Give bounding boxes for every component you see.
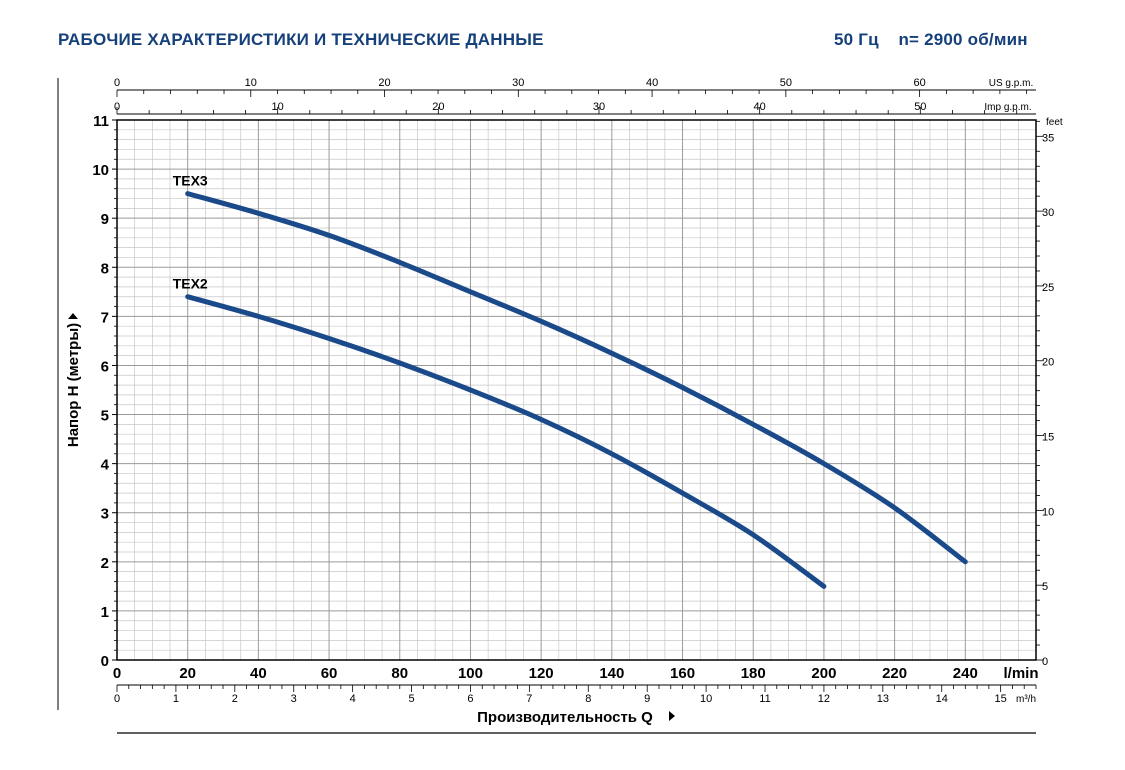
y-tick-label: 11: [93, 113, 109, 130]
m3h-tick-label: 2: [232, 693, 238, 705]
feet-tick-label: 5: [1042, 581, 1048, 593]
feet-tick-label: 10: [1042, 506, 1054, 518]
y-tick-label: 6: [101, 358, 109, 375]
x-tick-label: 240: [953, 665, 978, 682]
pump-speed-info: 50 Гц n= 2900 об/мин: [834, 30, 1028, 50]
usgpm-tick-label: 20: [378, 77, 390, 89]
m3h-tick-label: 3: [291, 693, 297, 705]
x-axis-title: Производительность Q: [477, 709, 653, 726]
usgpm-tick-label: 10: [245, 77, 257, 89]
chart-labels: TEX3 TEX2 Производительность Q Напор H (мет…: [65, 173, 675, 726]
y-tick-label: 5: [101, 408, 109, 425]
m3h-tick-label: 13: [877, 693, 889, 705]
y-tick-label: 4: [101, 457, 110, 474]
m3h-tick-label: 0: [114, 693, 120, 705]
series-label-tex2: TEX2: [173, 276, 208, 292]
y-tick-label: 8: [101, 260, 109, 277]
impgpm-tick-label: 50: [914, 101, 926, 113]
x-tick-label: 140: [599, 665, 624, 682]
feet-tick-label: 35: [1042, 132, 1054, 144]
page-title: РАБОЧИЕ ХАРАКТЕРИСТИКИ И ТЕХНИЧЕСКИЕ ДАН…: [58, 30, 544, 49]
y-axis-title: Напор H (метры): [65, 323, 82, 447]
x-axis-arrow-icon: [669, 711, 675, 721]
series-label-tex3: TEX3: [173, 173, 208, 189]
feet-tick-label: 25: [1042, 282, 1054, 294]
m3h-unit-label: m³/h: [1016, 694, 1036, 705]
speed-label: n= 2900 об/мин: [898, 30, 1028, 49]
feet-tick-label: 0: [1042, 656, 1048, 668]
x-tick-label: 120: [529, 665, 554, 682]
x-tick-label: 20: [179, 665, 196, 682]
m3h-tick-label: 7: [526, 693, 532, 705]
y-tick-label: 9: [101, 211, 109, 228]
feet-unit-label: feet: [1046, 117, 1063, 128]
m3h-tick-label: 4: [350, 693, 356, 705]
y-tick-label: 2: [101, 555, 109, 572]
series-line-tex2: [185, 294, 827, 589]
m3h-tick-label: 9: [644, 693, 650, 705]
y-tick-label: 1: [101, 604, 109, 621]
x-tick-label: 220: [882, 665, 907, 682]
impgpm-tick-label: 0: [114, 101, 120, 113]
usgpm-tick-label: 50: [780, 77, 792, 89]
m3h-tick-label: 14: [936, 693, 948, 705]
m3h-tick-label: 5: [408, 693, 414, 705]
m3h-tick-label: 6: [467, 693, 473, 705]
m3h-tick-label: 10: [700, 693, 712, 705]
impgpm-tick-label: 40: [754, 101, 766, 113]
y-axis-arrow-icon: [68, 313, 78, 319]
x-tick-label: 160: [670, 665, 695, 682]
x-tick-label: 0: [113, 665, 121, 682]
usgpm-tick-label: 0: [114, 77, 120, 89]
impgpm-unit-label: Imp g.p.m.: [984, 102, 1031, 113]
impgpm-tick-label: 10: [272, 101, 284, 113]
x-unit-label: l/min: [1003, 665, 1038, 682]
m3h-tick-label: 11: [759, 693, 770, 705]
feet-tick-label: 20: [1042, 357, 1054, 369]
usgpm-unit-label: US g.p.m.: [989, 78, 1033, 89]
impgpm-tick-label: 30: [593, 101, 605, 113]
usgpm-tick-label: 30: [512, 77, 524, 89]
x-tick-label: 200: [811, 665, 836, 682]
x-tick-label: 60: [321, 665, 338, 682]
m3h-tick-label: 15: [995, 693, 1007, 705]
frequency-label: 50 Гц: [834, 30, 879, 49]
usgpm-tick-label: 40: [646, 77, 658, 89]
x-tick-label: 180: [741, 665, 766, 682]
usgpm-tick-label: 60: [913, 77, 925, 89]
impgpm-tick-label: 20: [432, 101, 444, 113]
m3h-tick-label: 1: [173, 693, 179, 705]
feet-tick-label: 30: [1042, 207, 1054, 219]
x-tick-label: 100: [458, 665, 483, 682]
x-tick-label: 40: [250, 665, 267, 682]
feet-tick-label: 15: [1042, 432, 1054, 444]
y-tick-label: 0: [101, 653, 109, 670]
y-tick-label: 3: [101, 506, 109, 523]
m3h-tick-label: 8: [585, 693, 591, 705]
m3h-tick-label: 12: [818, 693, 830, 705]
chart-series: [185, 191, 968, 589]
series-line-tex3: [185, 191, 968, 565]
plot-frame: [116, 119, 1037, 661]
y-tick-label: 10: [92, 162, 109, 179]
x-tick-label: 80: [391, 665, 408, 682]
chart-grid: [117, 120, 1036, 660]
y-tick-label: 7: [101, 309, 109, 326]
